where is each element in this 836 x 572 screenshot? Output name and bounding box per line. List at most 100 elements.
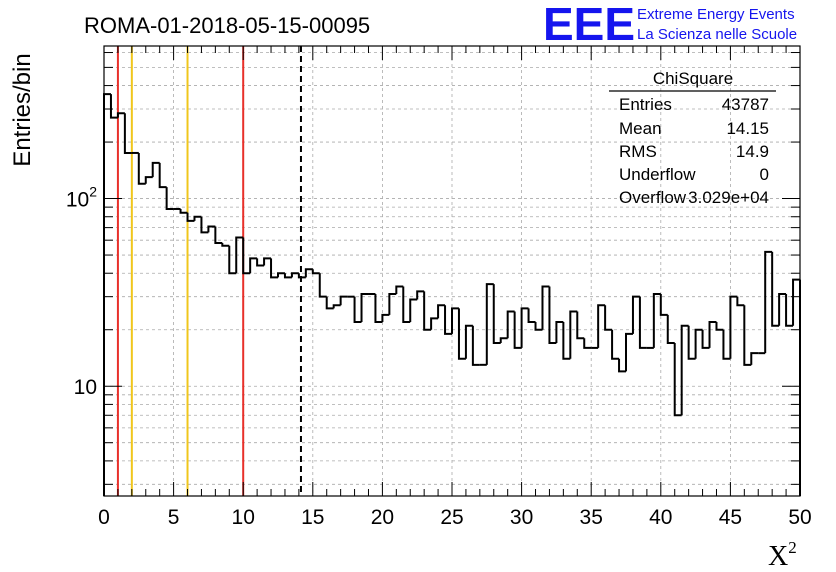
stats-label-overflow: Overflow [619,188,687,207]
histogram-bin [374,294,383,323]
histogram-bin [715,321,724,331]
stats-value-entries: 43787 [722,95,769,114]
histogram-bin [290,272,299,278]
histogram-bin [200,216,209,234]
histogram-bin [611,329,620,360]
histogram-bin [541,285,550,330]
histogram-bin [277,272,285,278]
histogram-bin [750,352,759,365]
y-tick-exponent: 2 [89,184,97,200]
histogram-bin [304,268,313,278]
histogram-bin [659,294,668,316]
histogram-bin [722,329,731,360]
stats-value-rms: 14.9 [736,142,769,161]
histogram-bin [381,313,390,322]
histogram-bin [228,245,237,275]
y-tick-base: 10 [66,189,89,212]
histogram-bin [311,269,320,275]
histogram-bin [569,310,578,359]
histogram-bin [430,317,439,330]
histogram-bin [270,258,278,279]
histogram-bin [513,311,522,349]
histogram-bin [499,337,508,343]
logo-line-2: La Scienza nelle Scuole [637,26,797,43]
histogram-bin [743,305,752,366]
histogram-bin [673,342,682,417]
histogram-bin [687,325,696,360]
histogram-bin [193,215,202,221]
histogram-bin [708,320,717,348]
histogram-bin [464,324,473,359]
x-tick-label: 45 [719,506,742,529]
histogram-bin [137,152,146,185]
histogram-bin [694,328,703,359]
histogram-bin [471,325,480,366]
x-tick-label: 10 [232,506,255,529]
stats-value-overflow: 3.029e+04 [688,188,769,207]
histogram-bin [109,94,118,119]
histogram-bin [283,273,292,279]
histogram-bin [103,93,111,496]
x-tick-label: 5 [168,506,180,529]
histogram-bin [353,296,362,323]
chart-title: ROMA-01-2018-05-15-00095 [84,13,370,38]
stats-label-rms: RMS [619,142,657,161]
histogram-bin [123,113,132,154]
histogram-bin [144,176,153,184]
histogram-bin [416,290,425,300]
x-tick-label: 20 [371,506,394,529]
histogram-bin [297,273,306,279]
histogram-bin [151,161,160,178]
histogram-bin [457,308,466,360]
histogram-bin [527,308,536,323]
histogram-bin [778,293,787,326]
histogram-bin [666,314,675,344]
histogram-bin [638,296,647,349]
y-tick-base: 10 [74,376,97,399]
histogram-bin [764,250,773,354]
histogram-bin [604,305,613,331]
histogram-bin [402,286,411,323]
y-axis-label: Entries/bin [9,53,36,166]
histogram-bin [562,321,571,360]
reference-lines [116,46,302,496]
histogram-bin [736,296,745,307]
histogram-bin [207,225,216,233]
stats-box: ChiSquare Entries 43787 Mean 14.15 RMS 1… [609,69,776,207]
histogram-bin [485,283,494,365]
histogram-bin [186,212,195,222]
histogram-bin [409,298,418,322]
histogram-bin [785,294,794,327]
histogram-bin [339,295,348,306]
x-axis-label: X2 [768,538,797,572]
histogram-bin [583,338,592,349]
histogram-bin [249,257,258,274]
histogram-bin [680,324,689,416]
y-tick-label: 10 [74,376,97,399]
x-tick-label: 25 [440,506,463,529]
histogram-bin [771,251,780,327]
histogram-bin [597,304,606,348]
x-tick-label: 50 [788,506,811,529]
histogram-bin [631,295,640,334]
stats-title: ChiSquare [653,69,733,88]
histogram-bin [506,310,515,339]
x-tick-label: 35 [580,506,603,529]
x-tick-label: 30 [510,506,533,529]
histogram-bin [158,162,167,189]
stats-label-underflow: Underflow [619,165,696,184]
histogram-bin [263,257,272,266]
x-tick-label: 0 [98,506,110,529]
histogram-bin [221,242,230,247]
stats-value-mean: 14.15 [726,119,769,138]
x-tick-label: 40 [649,506,672,529]
histogram-bin [179,208,188,214]
histogram-bin [444,305,452,335]
histogram-bin [534,321,543,331]
histogram-bin [242,237,251,275]
histogram-bin [388,293,397,315]
histogram-bin [214,226,223,244]
histogram-bin [492,284,501,344]
